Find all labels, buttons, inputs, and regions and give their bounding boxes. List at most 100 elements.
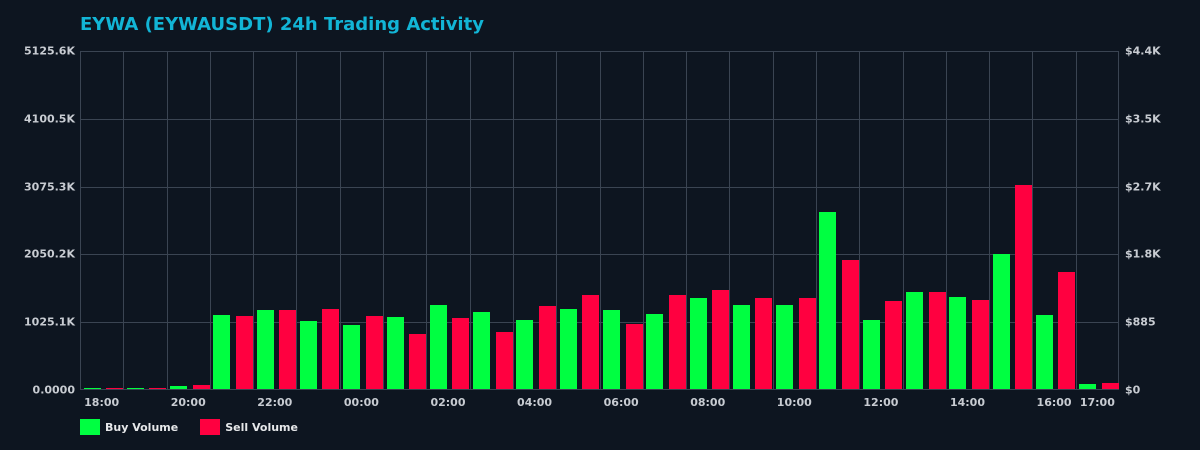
buy-volume-bar[interactable] <box>386 317 404 389</box>
x-tick: 22:00 <box>257 396 293 409</box>
v-gridline <box>686 52 688 389</box>
v-gridline <box>1032 52 1034 389</box>
buy-volume-bar[interactable] <box>1035 315 1053 389</box>
buy-volume-bar[interactable] <box>819 211 837 389</box>
buy-volume-bar[interactable] <box>949 297 967 389</box>
buy-volume-bar[interactable] <box>473 312 491 389</box>
x-tick: 06:00 <box>603 396 639 409</box>
v-gridline <box>989 52 991 389</box>
v-gridline <box>642 52 644 389</box>
v-gridline <box>166 52 168 389</box>
x-tick: 10:00 <box>776 396 812 409</box>
sell-volume-bar[interactable] <box>452 318 470 389</box>
x-tick: 12:00 <box>863 396 899 409</box>
sell-volume-bar[interactable] <box>322 309 340 389</box>
sell-volume-bar[interactable] <box>279 310 297 389</box>
buy-volume-bar[interactable] <box>516 320 534 389</box>
buy-volume-bar[interactable] <box>862 320 880 389</box>
v-gridline <box>945 52 947 389</box>
buy-volume-bar[interactable] <box>646 314 664 389</box>
v-gridline <box>859 52 861 389</box>
v-gridline <box>469 52 471 389</box>
right-y-tick: $3.5K <box>1125 112 1161 126</box>
v-gridline <box>209 52 211 389</box>
v-gridline <box>556 52 558 389</box>
legend-sell[interactable]: Sell Volume <box>200 419 298 435</box>
right-y-tick: $885 <box>1125 315 1156 329</box>
x-tick: 18:00 <box>84 396 120 409</box>
sell-volume-bar[interactable] <box>625 324 643 389</box>
sell-volume-bar[interactable] <box>365 316 383 389</box>
x-tick: 02:00 <box>430 396 466 409</box>
sell-volume-bar[interactable] <box>495 332 513 389</box>
sell-volume-bar[interactable] <box>409 334 427 389</box>
sell-swatch-icon <box>200 419 221 435</box>
chart-title: EYWA (EYWAUSDT) 24h Trading Activity <box>80 14 484 35</box>
sell-volume-bar[interactable] <box>798 298 816 389</box>
buy-volume-bar[interactable] <box>83 388 101 389</box>
left-y-tick: 2050.2K <box>24 247 75 261</box>
buy-volume-bar[interactable] <box>299 321 317 389</box>
legend-sell-label: Sell Volume <box>225 420 298 434</box>
sell-volume-bar[interactable] <box>538 306 556 389</box>
left-y-tick: 4100.5K <box>24 112 75 126</box>
sell-volume-bar[interactable] <box>192 384 210 389</box>
buy-volume-bar[interactable] <box>732 305 750 389</box>
buy-volume-bar[interactable] <box>603 310 620 389</box>
sell-volume-bar[interactable] <box>149 388 167 389</box>
right-y-tick: $4.4K <box>1125 44 1161 58</box>
v-gridline <box>815 52 817 389</box>
sell-volume-bar[interactable] <box>1015 184 1033 389</box>
buy-volume-bar[interactable] <box>776 305 794 389</box>
right-y-tick: $0 <box>1125 383 1141 397</box>
sell-volume-bar[interactable] <box>971 300 989 389</box>
v-gridline <box>383 52 385 389</box>
legend-buy-label: Buy Volume <box>105 420 179 434</box>
x-tick: 14:00 <box>949 396 985 409</box>
buy-volume-bar[interactable] <box>126 388 144 389</box>
sell-volume-bar[interactable] <box>928 292 946 389</box>
sell-volume-bar[interactable] <box>755 298 773 389</box>
legend-buy[interactable]: Buy Volume <box>80 419 178 435</box>
right-y-tick: $1.8K <box>1125 247 1161 261</box>
v-gridline <box>296 52 298 389</box>
buy-volume-bar[interactable] <box>992 253 1010 389</box>
buy-volume-bar[interactable] <box>1079 384 1097 389</box>
sell-volume-bar[interactable] <box>668 295 686 389</box>
buy-volume-bar[interactable] <box>689 298 707 389</box>
sell-volume-bar[interactable] <box>1101 383 1119 389</box>
left-y-tick: 5125.6K <box>24 44 75 58</box>
v-gridline <box>253 52 255 389</box>
sell-volume-bar[interactable] <box>841 260 859 389</box>
buy-volume-bar[interactable] <box>429 305 447 389</box>
left-y-tick: 1025.1K <box>24 315 75 329</box>
buy-volume-bar[interactable] <box>256 310 274 389</box>
x-tick: 16:00 <box>1036 396 1072 409</box>
buy-volume-bar[interactable] <box>559 309 577 389</box>
v-gridline <box>772 52 774 389</box>
buy-volume-bar[interactable] <box>213 315 231 389</box>
v-gridline <box>1075 52 1077 389</box>
buy-volume-bar[interactable] <box>906 292 924 389</box>
sell-volume-bar[interactable] <box>582 295 600 389</box>
buy-volume-bar[interactable] <box>170 385 188 389</box>
x-tick: 20:00 <box>170 396 206 409</box>
x-tick: 08:00 <box>690 396 726 409</box>
sell-volume-bar[interactable] <box>712 290 730 389</box>
sell-volume-bar[interactable] <box>235 316 253 389</box>
left-y-tick: 3075.3K <box>24 180 75 194</box>
left-y-tick: 0.0000 <box>32 383 75 397</box>
x-tick: 04:00 <box>517 396 553 409</box>
sell-volume-bar[interactable] <box>1058 272 1076 389</box>
buy-swatch-icon <box>80 419 100 435</box>
v-gridline <box>123 52 125 389</box>
v-gridline <box>339 52 341 389</box>
v-gridline <box>729 52 731 389</box>
v-gridline <box>512 52 514 389</box>
v-gridline <box>902 52 904 389</box>
sell-volume-bar[interactable] <box>885 301 903 389</box>
sell-volume-bar[interactable] <box>106 388 123 389</box>
x-tick: 00:00 <box>343 396 379 409</box>
x-tick: 17:00 <box>1079 396 1115 409</box>
buy-volume-bar[interactable] <box>343 325 361 389</box>
